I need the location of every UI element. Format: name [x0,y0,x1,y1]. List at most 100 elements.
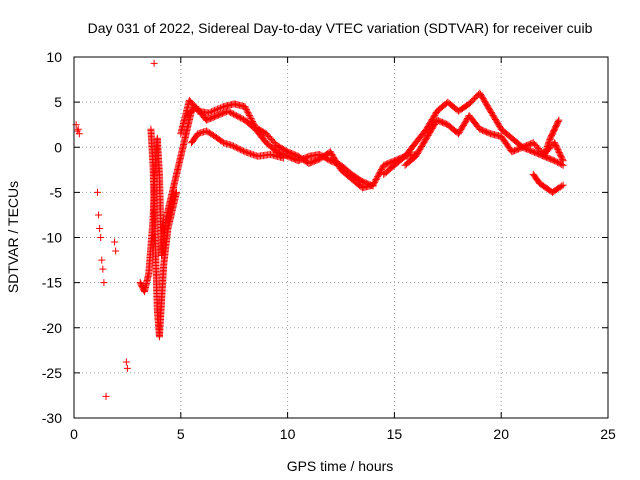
data-point [208,131,216,139]
y-tick-label: 0 [54,139,62,155]
data-point [371,177,379,185]
data-point [215,105,223,113]
data-point [242,106,250,114]
data-point [247,114,255,122]
x-tick-label: 5 [177,426,185,442]
data-point [553,158,561,166]
y-tick-labels: -30 -25 -20 -15 -10 -5 0 5 10 [42,49,62,426]
data-point [95,211,103,219]
data-point [373,174,381,182]
data-point [558,155,566,163]
data-point [218,138,226,146]
data-point [243,107,251,115]
data-points [72,59,567,400]
y-tick-label: -30 [42,410,62,426]
data-point [247,150,255,158]
data-point [556,160,564,168]
data-point [279,154,287,162]
data-point [229,142,237,150]
y-tick-label: 10 [46,49,62,65]
data-point [102,392,110,400]
y-tick-label: -20 [42,320,62,336]
data-point [248,150,256,158]
data-point [96,224,104,232]
data-point [242,148,250,156]
data-point [235,145,243,153]
x-tick-labels: 0 5 10 15 20 25 [70,426,616,442]
data-point [555,116,563,124]
data-point [375,170,383,178]
data-point [98,256,106,264]
data-point [97,234,105,241]
x-tick-label: 25 [600,426,616,442]
data-point [111,238,119,246]
data-point [214,105,222,113]
data-point [249,151,257,159]
data-point [251,151,259,159]
data-point [206,108,214,116]
data-point [245,110,253,118]
data-point [225,108,233,116]
data-point [205,129,213,137]
data-point [551,157,559,165]
data-point [377,167,385,175]
data-point [244,109,252,117]
data-point [372,175,380,183]
data-point [204,128,212,136]
data-point [202,127,210,135]
y-axis-label: SDTVAR / TECUs [5,181,21,293]
data-point [217,104,225,112]
data-point [228,109,236,117]
data-point [227,109,235,117]
data-point [212,106,220,114]
data-point [232,144,240,152]
data-point [558,161,566,169]
data-point [244,149,252,157]
y-tick-label: -10 [42,230,62,246]
data-point [112,247,120,255]
y-tick-label: -25 [42,365,62,381]
data-point [93,188,101,196]
data-point [245,112,253,120]
data-point [559,181,567,189]
data-point [228,141,236,149]
x-axis-label: GPS time / hours [287,458,394,474]
data-point [558,182,566,190]
data-point [368,181,376,189]
y-tick-label: 5 [54,94,62,110]
data-point [556,183,564,191]
data-point [377,166,385,174]
data-point [99,265,107,273]
x-tick-label: 15 [387,426,403,442]
data-point [246,113,254,121]
data-point [378,164,386,172]
data-point [122,358,130,366]
data-point [369,182,377,190]
data-point [245,149,253,157]
data-point [123,364,131,372]
plot-frame [73,56,609,419]
data-point [555,184,563,192]
data-point [235,113,243,121]
data-point [211,106,219,114]
chart-title: Day 031 of 2022, Sidereal Day-to-day VTE… [88,20,593,36]
data-point [241,148,249,156]
data-point [238,115,246,123]
data-point [231,111,239,119]
data-point [237,146,245,154]
data-point [555,159,563,167]
data-point [554,117,562,125]
data-point [376,168,384,176]
data-point [207,130,215,138]
data-point [74,125,82,133]
data-point [231,143,239,151]
data-point [232,112,240,120]
data-point [374,173,382,181]
data-point [239,147,247,155]
data-point [242,104,250,112]
x-tick-label: 20 [493,426,509,442]
data-point [205,109,213,117]
data-point [100,279,108,287]
data-point [229,110,237,118]
y-tick-label: -15 [42,275,62,291]
